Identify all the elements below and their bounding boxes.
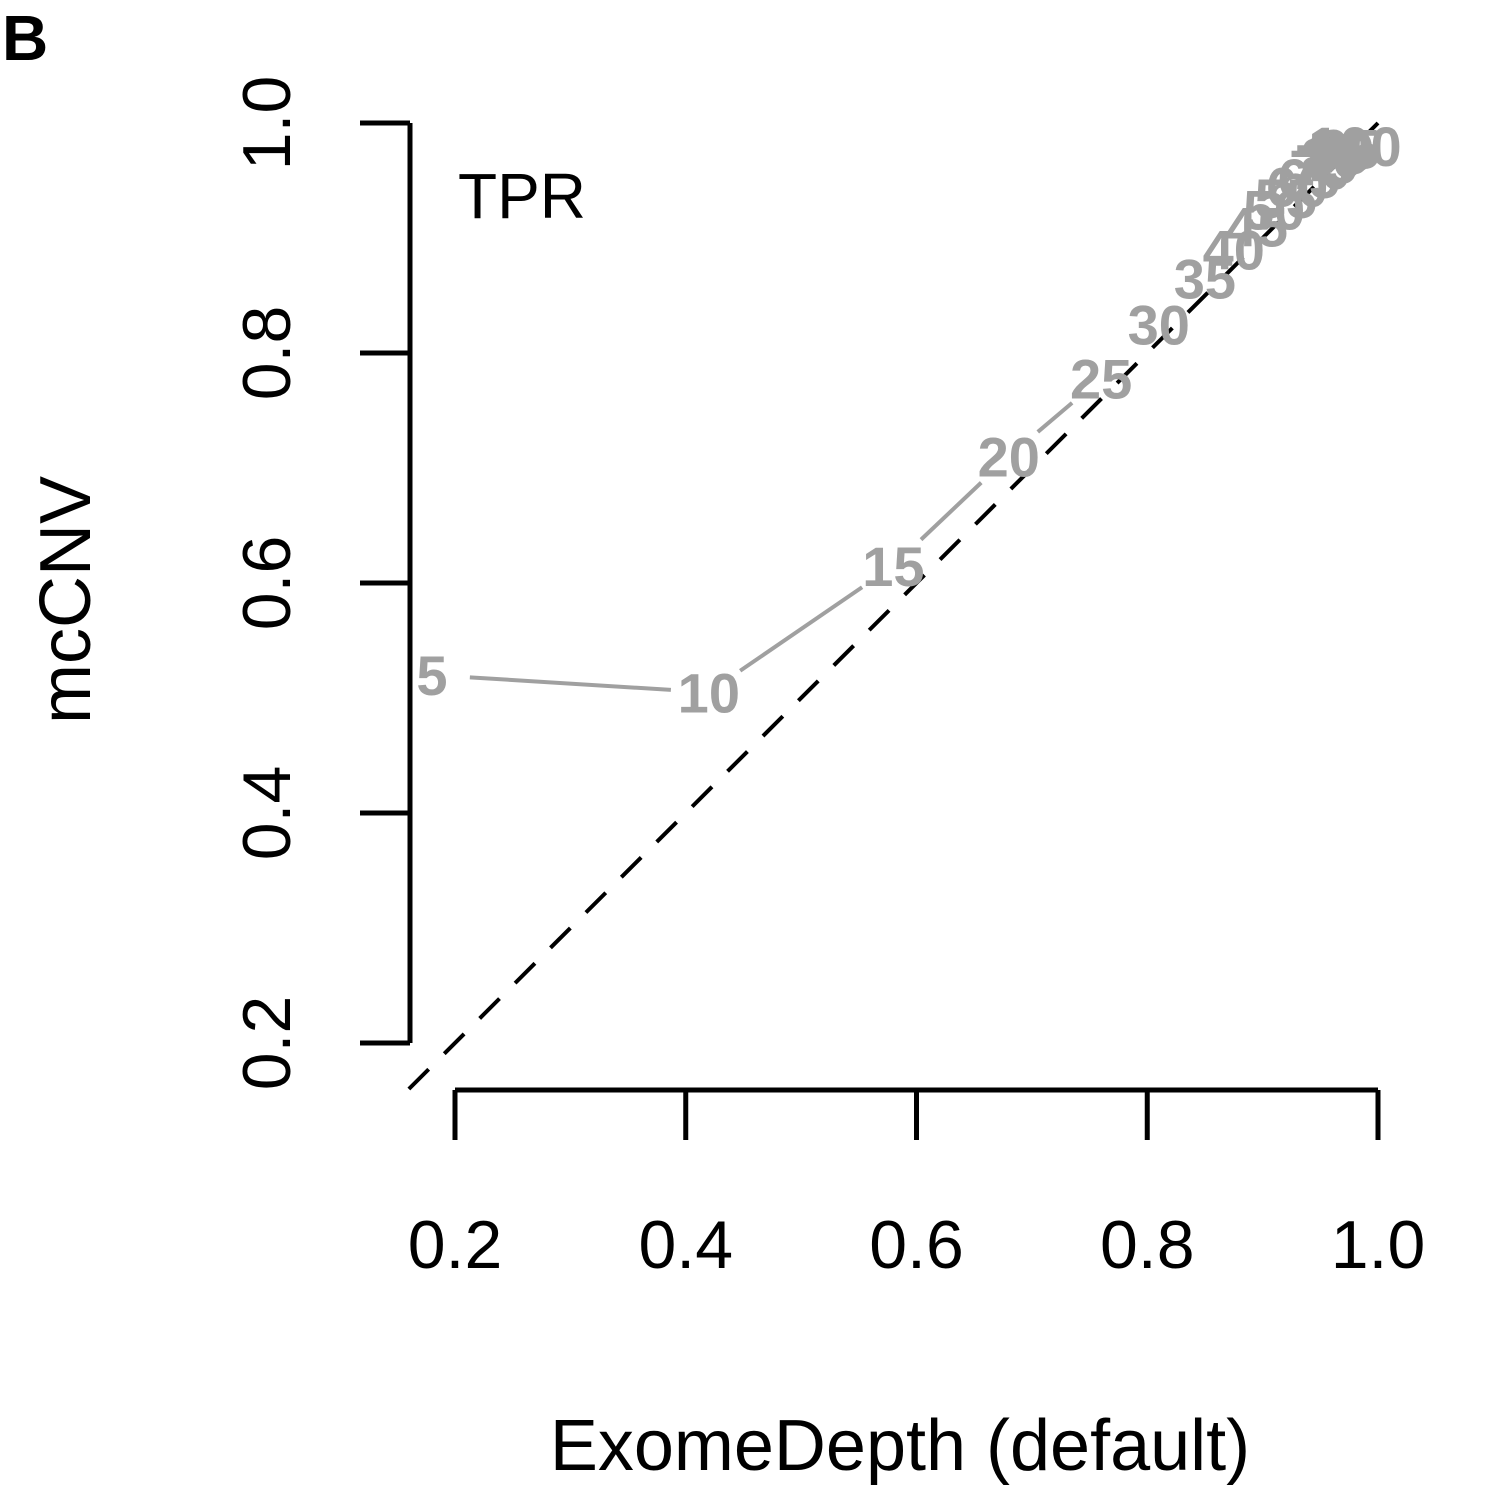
x-tick-label: 0.4 [638,1207,733,1283]
point-label-25: 25 [1070,347,1132,410]
x-tick-label: 0.8 [1100,1207,1195,1283]
point-label-75: 75 [1295,132,1357,195]
y-axis-title: mcCNV [26,476,106,724]
point-label-15: 15 [862,535,924,598]
panel-label: B [2,2,48,74]
x-tick-label: 0.6 [869,1207,964,1283]
series-segment [919,481,983,542]
y-tick-label: 0.6 [229,536,305,631]
point-label-50: 50 [1243,178,1305,241]
series-segment [1036,401,1074,434]
series-segment [739,585,864,673]
x-tick-label: 0.2 [408,1207,503,1283]
point-label-80: 80 [1301,127,1363,190]
point-label-90: 90 [1312,120,1374,183]
point-label-95: 95 [1318,117,1380,180]
point-label-35: 35 [1174,247,1236,310]
point-label-40: 40 [1203,219,1265,282]
point-label-55: 55 [1255,167,1317,230]
point-label-100: 100 [1308,115,1401,178]
axes [360,120,1381,1140]
point-label-10: 10 [678,661,740,724]
point-label-30: 30 [1128,293,1190,356]
y-tick-label: 1.0 [229,76,305,171]
point-label-5: 5 [416,644,447,707]
series-segment [469,675,672,692]
x-tick-label: 1.0 [1331,1207,1426,1283]
point-label-65: 65 [1278,147,1340,210]
point-label-70: 70 [1289,138,1351,201]
point-label-60: 60 [1266,155,1328,218]
y-tick-label: 0.8 [229,306,305,401]
y-tick-label: 0.4 [229,766,305,861]
tick-labels: 0.2 0.4 0.6 0.8 1.0 0.2 0.4 0.6 0.8 1.0 [229,76,1425,1283]
point-label-45: 45 [1226,196,1288,259]
y-tick-label: 0.2 [229,996,305,1091]
point-label-85: 85 [1306,123,1368,186]
metric-annotation: TPR [458,160,586,232]
point-label-20: 20 [978,426,1040,489]
x-axis-title: ExomeDepth (default) [550,1406,1250,1486]
